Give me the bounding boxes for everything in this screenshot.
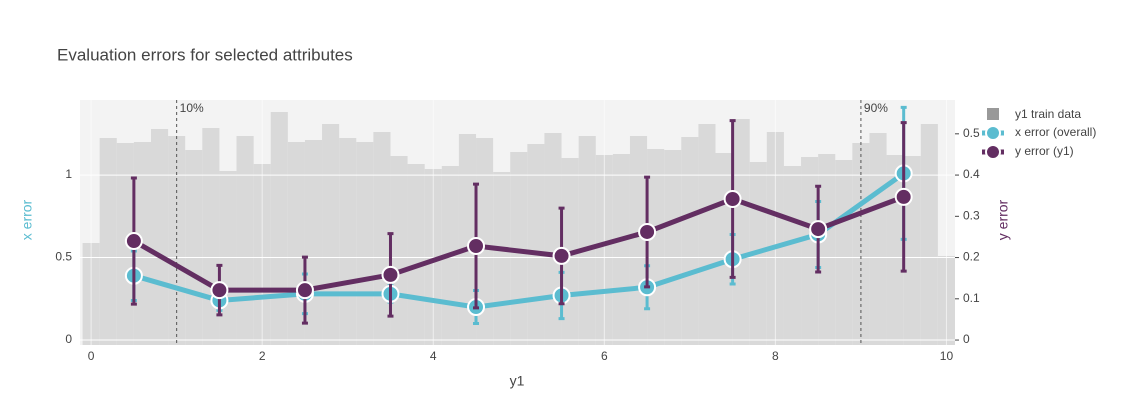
point bbox=[723, 189, 742, 208]
legend-marker bbox=[985, 144, 1001, 160]
y2-tick-label: 0.3 bbox=[963, 208, 980, 222]
histogram-bar bbox=[185, 150, 203, 345]
x-tick-label: 8 bbox=[772, 349, 779, 363]
histogram-bar bbox=[407, 164, 425, 345]
histogram-bar bbox=[903, 156, 921, 345]
histogram-bar bbox=[732, 119, 750, 345]
legend-label: y error (y1) bbox=[1015, 144, 1074, 158]
histogram-bar bbox=[236, 136, 254, 345]
reference-label: 90% bbox=[864, 101, 888, 115]
y2-tick-label: 0.1 bbox=[963, 291, 980, 305]
series-line bbox=[132, 194, 905, 293]
histogram-bar bbox=[664, 150, 682, 345]
point bbox=[210, 281, 229, 300]
histogram-bar bbox=[356, 142, 374, 345]
histogram-bar bbox=[715, 153, 733, 345]
histogram-bar bbox=[339, 138, 357, 345]
point bbox=[552, 246, 571, 265]
point bbox=[381, 265, 400, 284]
histogram-bar bbox=[681, 137, 699, 345]
point bbox=[638, 222, 657, 241]
histogram-bar bbox=[527, 144, 545, 345]
histogram-bar bbox=[476, 138, 494, 345]
point bbox=[467, 237, 486, 256]
y2-axis-label: y error bbox=[995, 199, 1011, 240]
legend-label: y1 train data bbox=[1015, 107, 1081, 121]
histogram-bar bbox=[647, 149, 665, 345]
chart-title: Evaluation errors for selected attribute… bbox=[57, 45, 353, 64]
legend-swatch bbox=[987, 108, 999, 120]
histogram-bar bbox=[458, 134, 477, 345]
histogram-bar bbox=[99, 138, 117, 345]
reference-label: 10% bbox=[180, 101, 204, 115]
y-axis-label: x error bbox=[19, 199, 35, 240]
point bbox=[124, 232, 143, 251]
x-tick-label: 4 bbox=[430, 349, 437, 363]
point bbox=[894, 187, 913, 206]
x-tick-label: 6 bbox=[601, 349, 608, 363]
histogram-bar bbox=[835, 160, 853, 345]
y-tick-label: 0.5 bbox=[55, 250, 72, 264]
y2-tick-label: 0.5 bbox=[963, 126, 980, 140]
y2-tick-label: 0.4 bbox=[963, 167, 980, 181]
histogram-bar bbox=[920, 124, 938, 345]
series-line bbox=[133, 171, 906, 310]
x-axis-label: y1 bbox=[510, 373, 525, 389]
histogram-bar bbox=[578, 136, 596, 345]
histogram-bar bbox=[202, 128, 220, 345]
point bbox=[809, 220, 828, 239]
histogram-bar bbox=[322, 124, 340, 345]
y-tick-label: 1 bbox=[65, 167, 72, 181]
y2-tick-label: 0.2 bbox=[963, 250, 980, 264]
histogram-bar bbox=[612, 154, 630, 345]
histogram-bar bbox=[818, 154, 836, 345]
y-tick-label: 0 bbox=[65, 332, 72, 346]
y2-tick-label: 0 bbox=[963, 332, 970, 346]
legend-marker bbox=[985, 125, 1001, 141]
point bbox=[295, 281, 314, 300]
histogram-bar bbox=[544, 133, 562, 345]
histogram-bar bbox=[869, 133, 887, 345]
histogram-bar bbox=[698, 124, 716, 345]
x-tick-label: 2 bbox=[259, 349, 266, 363]
histogram-bar bbox=[493, 172, 511, 345]
histogram-bar bbox=[150, 129, 169, 345]
histogram-bar bbox=[270, 112, 288, 345]
x-tick-label: 0 bbox=[88, 349, 95, 363]
legend-label: x error (overall) bbox=[1015, 125, 1096, 139]
x-tick-label: 10 bbox=[940, 349, 954, 363]
histogram-bar bbox=[783, 166, 802, 345]
histogram-bar bbox=[373, 132, 391, 345]
histogram-bar bbox=[116, 143, 134, 345]
histogram-bar bbox=[801, 157, 819, 345]
